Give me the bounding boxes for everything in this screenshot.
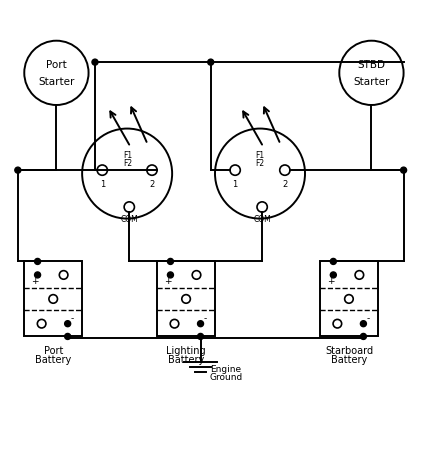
- Text: Port: Port: [43, 346, 63, 356]
- Text: COM: COM: [120, 215, 138, 224]
- Circle shape: [15, 167, 21, 173]
- Bar: [320, 261, 378, 337]
- Text: -: -: [203, 314, 207, 323]
- Text: +: +: [327, 277, 335, 286]
- Text: Battery: Battery: [168, 356, 204, 365]
- Text: 2: 2: [282, 180, 288, 189]
- Text: F1: F1: [256, 151, 265, 160]
- Circle shape: [92, 59, 98, 65]
- Text: -: -: [71, 314, 74, 323]
- Text: Starter: Starter: [38, 77, 74, 87]
- Circle shape: [64, 321, 71, 327]
- Text: Starboard: Starboard: [325, 346, 373, 356]
- Circle shape: [330, 258, 336, 265]
- Text: Battery: Battery: [331, 356, 367, 365]
- Text: Engine: Engine: [210, 365, 241, 374]
- Text: +: +: [31, 277, 39, 286]
- Text: 1: 1: [233, 180, 238, 189]
- Text: STBD: STBD: [357, 60, 385, 70]
- Text: Battery: Battery: [35, 356, 71, 365]
- Circle shape: [34, 258, 40, 265]
- Text: Starter: Starter: [353, 77, 390, 87]
- Circle shape: [34, 272, 40, 278]
- Text: -: -: [366, 314, 370, 323]
- Bar: [157, 261, 215, 337]
- Circle shape: [401, 167, 407, 173]
- Circle shape: [360, 321, 366, 327]
- Text: F2: F2: [123, 159, 132, 168]
- Circle shape: [330, 272, 336, 278]
- Circle shape: [167, 258, 173, 265]
- Text: COM: COM: [253, 215, 271, 224]
- Text: Port: Port: [46, 60, 67, 70]
- Circle shape: [167, 272, 173, 278]
- Circle shape: [64, 333, 71, 339]
- Circle shape: [360, 333, 366, 339]
- Text: F1: F1: [123, 151, 132, 160]
- Text: Ground: Ground: [210, 373, 243, 382]
- Circle shape: [197, 333, 203, 339]
- Text: +: +: [164, 277, 172, 286]
- Bar: [24, 261, 82, 337]
- Circle shape: [208, 59, 214, 65]
- Text: Lighting: Lighting: [166, 346, 206, 356]
- Text: 1: 1: [100, 180, 105, 189]
- Text: F2: F2: [256, 159, 265, 168]
- Text: 2: 2: [149, 180, 155, 189]
- Circle shape: [197, 321, 203, 327]
